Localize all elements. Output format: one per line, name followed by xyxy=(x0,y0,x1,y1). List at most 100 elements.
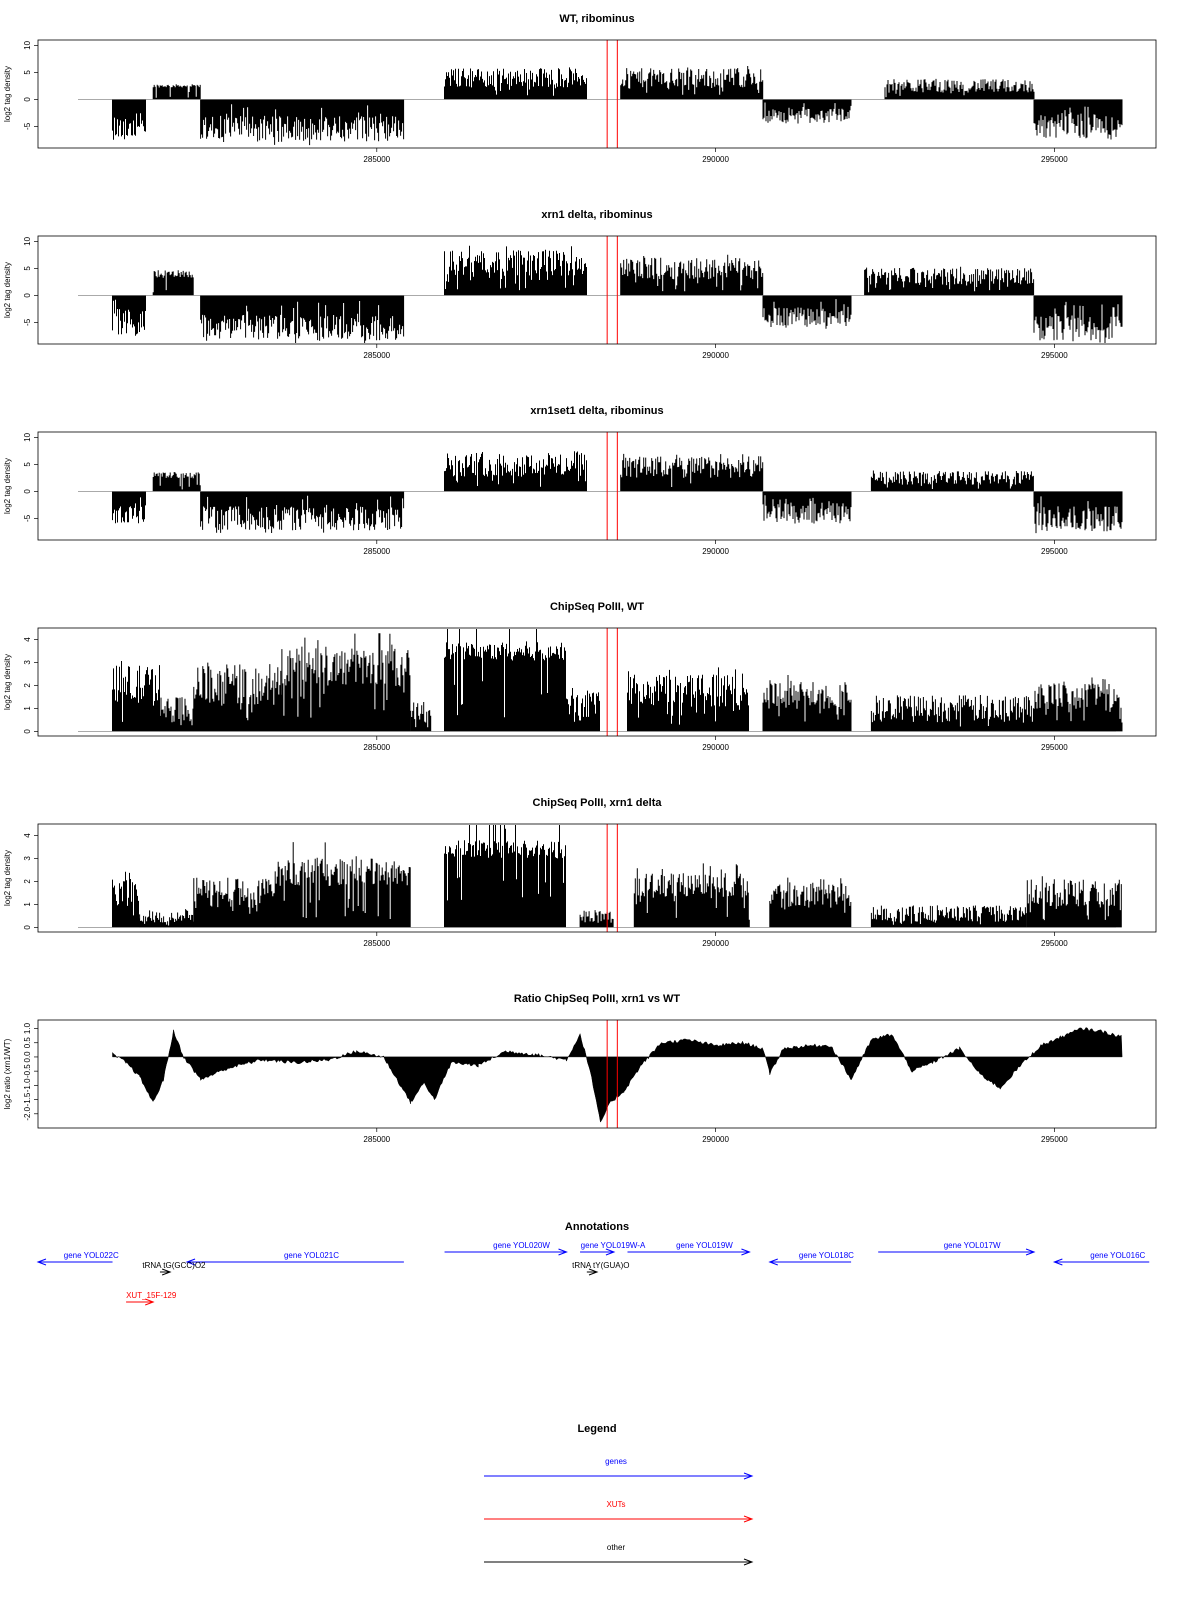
plot-frame xyxy=(37,1019,1157,1129)
bar-series xyxy=(152,270,194,296)
x-tick-label: 295000 xyxy=(1041,351,1068,360)
y-tick-label: -1.5 xyxy=(23,1092,32,1106)
data-marks xyxy=(78,66,1123,146)
x-tick-label: 290000 xyxy=(702,939,729,948)
x-tick-label: 290000 xyxy=(702,155,729,164)
y-tick-label: 0 xyxy=(23,729,32,734)
bar-series xyxy=(1026,876,1122,928)
bar-series xyxy=(444,629,566,732)
x-tick-label: 290000 xyxy=(702,743,729,752)
y-axis-label: log2 tag density xyxy=(3,850,12,906)
y-tick-label: 2 xyxy=(23,879,32,884)
y-tick-label: 0 xyxy=(23,293,32,298)
bar-series xyxy=(152,472,201,492)
bar-series xyxy=(112,871,140,928)
annotation-feature: gene YOL018C xyxy=(768,1251,854,1266)
annotation-label: gene YOL019W xyxy=(676,1241,733,1250)
bar-series xyxy=(444,451,587,492)
bar-series xyxy=(152,84,201,100)
x-tick-label: 295000 xyxy=(1041,155,1068,164)
annotation-feature: gene YOL020W xyxy=(444,1241,568,1256)
bar-series xyxy=(870,695,1034,732)
x-tick-label: 285000 xyxy=(363,1135,390,1144)
y-tick-label: 2 xyxy=(23,683,32,688)
bar-series xyxy=(1033,99,1123,140)
bar-series xyxy=(410,702,432,732)
y-tick-label: 3 xyxy=(23,660,32,665)
chart-title: xrn1set1 delta, ribominus xyxy=(530,405,663,417)
y-tick-label: 5 xyxy=(23,462,32,467)
legend-item: other xyxy=(484,1543,754,1566)
plot-frame xyxy=(37,431,1157,541)
annotation-feature: tRNA tG(GCC)O2 xyxy=(142,1261,206,1276)
bar-series xyxy=(1033,491,1123,534)
y-tick-label: -2.0 xyxy=(23,1106,32,1120)
bar-series xyxy=(112,99,146,140)
chart-title: WT, ribominus xyxy=(559,13,634,25)
y-tick-label: 0 xyxy=(23,489,32,494)
x-tick-label: 290000 xyxy=(702,351,729,360)
bar-series xyxy=(112,295,146,336)
y-tick-label: -5 xyxy=(23,122,32,130)
bar-series xyxy=(620,453,764,492)
bar-series xyxy=(281,633,411,732)
chart-title: xrn1 delta, ribominus xyxy=(541,209,652,221)
y-tick-label: -0.5 xyxy=(23,1064,32,1078)
bar-series xyxy=(274,842,411,928)
plot-frame xyxy=(37,627,1157,737)
y-tick-label: 1.0 xyxy=(23,1022,32,1034)
bar-series xyxy=(159,697,194,732)
bar-series xyxy=(200,295,405,343)
y-axis-label: log2 tag density xyxy=(3,654,12,710)
chart-panel: ChipSeq PolII, WT log2 tag density 0 1 2 3 4 28… xyxy=(3,601,1157,752)
bar-series xyxy=(112,661,160,732)
y-tick-label: 1 xyxy=(23,706,32,711)
x-tick-label: 285000 xyxy=(363,743,390,752)
x-tick-label: 285000 xyxy=(363,547,390,556)
y-tick-label: 10 xyxy=(23,236,32,245)
chart-title: ChipSeq PolII, WT xyxy=(550,601,644,613)
y-tick-label: 0 xyxy=(23,97,32,102)
y-tick-label: 0 xyxy=(23,925,32,930)
bar-series xyxy=(762,491,852,524)
bar-series xyxy=(633,863,750,928)
x-tick-label: 290000 xyxy=(702,1135,729,1144)
bar-series xyxy=(762,99,852,124)
annotation-feature: gene YOL019W-A xyxy=(580,1241,646,1256)
arrowhead-icon xyxy=(743,1472,754,1480)
annotation-feature: tRNA tY(GUA)O xyxy=(572,1261,630,1276)
annotation-label: XUT_15F-129 xyxy=(126,1291,177,1300)
annotation-label: gene YOL018C xyxy=(799,1251,854,1260)
annotation-label: gene YOL016C xyxy=(1090,1251,1145,1260)
chart-panel: ChipSeq PolII, xrn1 delta log2 tag densit… xyxy=(3,797,1157,948)
arrowhead-icon xyxy=(36,1258,47,1266)
y-tick-label: 1 xyxy=(23,902,32,907)
x-tick-label: 295000 xyxy=(1041,1135,1068,1144)
arrowhead-icon xyxy=(558,1248,568,1256)
x-tick-label: 295000 xyxy=(1041,939,1068,948)
annotation-feature: XUT_15F-129 xyxy=(126,1291,177,1306)
annotation-feature: gene YOL022C xyxy=(36,1251,119,1266)
x-tick-label: 285000 xyxy=(363,939,390,948)
y-tick-label: 10 xyxy=(23,40,32,49)
arrowhead-icon xyxy=(588,1268,599,1276)
bar-series xyxy=(139,909,195,928)
chart-panel: Ratio ChipSeq PolII, xrn1 vs WT log2 rati… xyxy=(3,993,1157,1144)
annotation-feature: gene YOL017W xyxy=(878,1241,1036,1256)
bar-series xyxy=(627,667,749,732)
annotations-track: Annotations gene YOL022C gene YOL021C gene … xyxy=(36,1221,1150,1306)
annotation-label: gene YOL017W xyxy=(944,1241,1001,1250)
legend-item: XUTs xyxy=(484,1500,754,1523)
arrowhead-icon xyxy=(768,1258,778,1266)
bar-series xyxy=(444,825,566,928)
bar-series xyxy=(769,877,852,928)
plot-frame xyxy=(37,39,1157,149)
bar-series xyxy=(444,67,587,100)
y-tick-label: 0.0 xyxy=(23,1051,32,1063)
annotation-label: gene YOL020W xyxy=(493,1241,550,1250)
arrowhead-icon xyxy=(1052,1258,1063,1266)
annotation-label: tRNA tG(GCC)O2 xyxy=(142,1261,206,1270)
y-tick-label: 5 xyxy=(23,70,32,75)
bar-series xyxy=(884,78,1035,100)
